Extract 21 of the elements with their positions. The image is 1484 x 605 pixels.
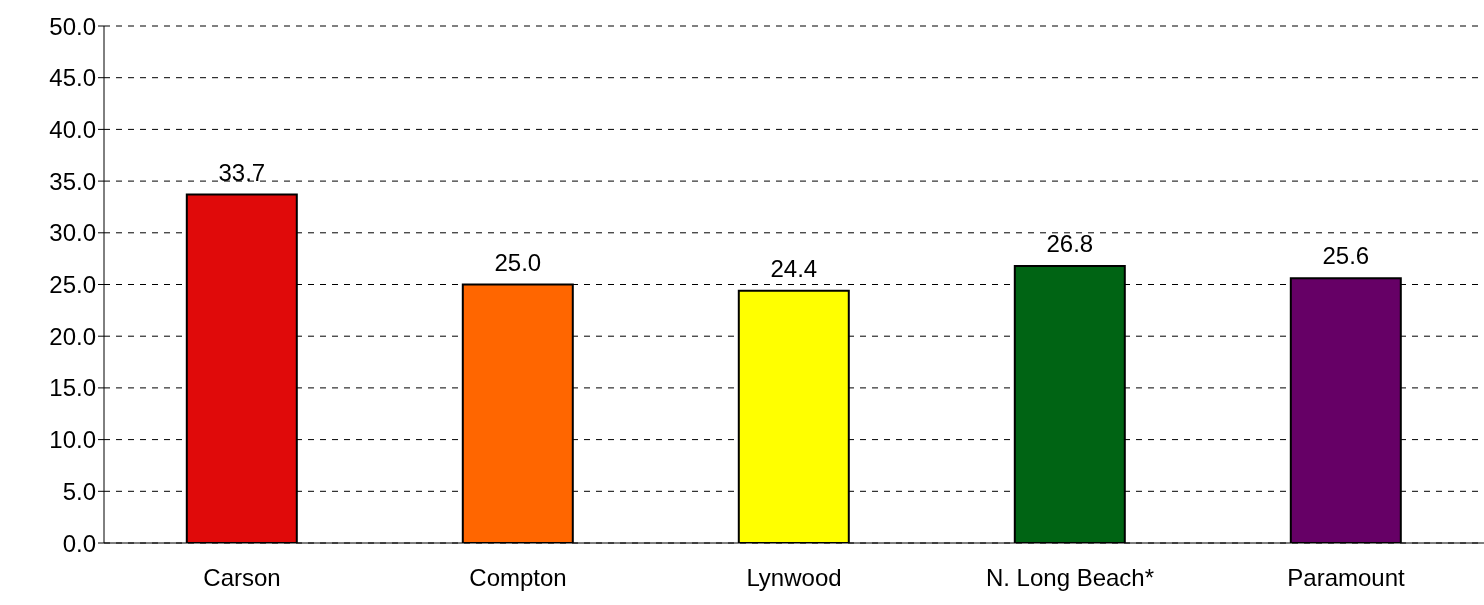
y-tick-label: 40.0 xyxy=(49,115,96,143)
x-tick-label: Compton xyxy=(469,564,567,592)
y-tick-label: 35.0 xyxy=(49,167,96,195)
x-tick-label: Lynwood xyxy=(746,564,842,592)
x-tick-label: Paramount xyxy=(1287,564,1406,592)
y-tick-label: 45.0 xyxy=(49,64,96,92)
data-label: 25.0 xyxy=(494,248,542,276)
y-tick-label: 5.0 xyxy=(62,477,96,505)
y-tick-label: 15.0 xyxy=(49,374,96,402)
data-label: 26.8 xyxy=(1046,229,1094,257)
y-tick-label: 10.0 xyxy=(49,426,96,454)
y-tick-label: 25.0 xyxy=(49,271,96,299)
data-label: 25.6 xyxy=(1322,242,1370,270)
x-tick-label: Carson xyxy=(203,564,281,592)
data-label: 24.4 xyxy=(770,254,818,282)
y-tick-label: 50.0 xyxy=(49,12,96,40)
y-tick-label: 20.0 xyxy=(49,322,96,350)
x-tick-label: N. Long Beach* xyxy=(985,564,1155,592)
y-tick-label: 30.0 xyxy=(49,219,96,247)
y-tick-label: 0.0 xyxy=(62,529,96,557)
data-label: 33.7 xyxy=(218,158,266,186)
